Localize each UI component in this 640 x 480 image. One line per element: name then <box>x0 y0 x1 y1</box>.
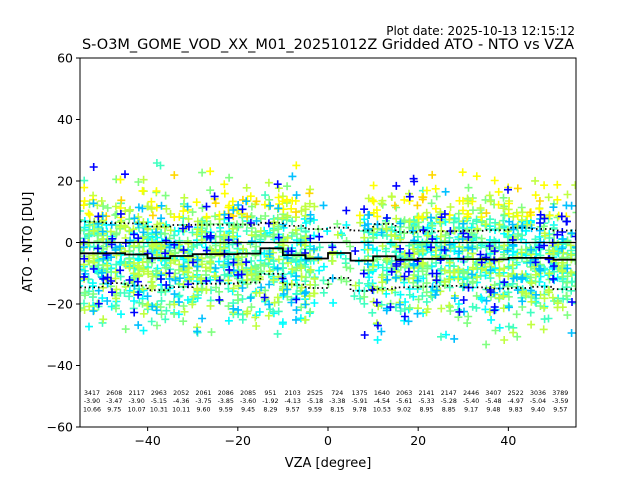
mean-line <box>80 247 576 262</box>
y-tick-label: −40 <box>47 358 73 373</box>
statistics-lines <box>80 220 576 292</box>
y-tick-label: 40 <box>57 112 73 127</box>
bin-n-label: 1375 <box>352 390 368 397</box>
scatter-points <box>80 159 576 349</box>
bin-mean-label: -5.18 <box>307 398 323 405</box>
bin-std-label: 9.75 <box>107 406 121 413</box>
bin-std-label: 9.57 <box>286 406 300 413</box>
bin-mean-label: -3.90 <box>84 398 100 405</box>
scatter-marker-group <box>80 175 576 344</box>
bin-n-label: 2085 <box>240 390 256 397</box>
plot-date: Plot date: 2025-10-13 12:15:12 <box>386 24 575 38</box>
bin-n-label: 2063 <box>396 390 412 397</box>
bin-mean-label: -3.59 <box>552 398 568 405</box>
bin-n-label: 2103 <box>285 390 301 397</box>
bin-statistics-labels: 3417-3.9010.662608-3.479.752117-3.9010.0… <box>83 390 568 413</box>
x-tick-label: −40 <box>134 433 160 448</box>
x-axis: −40 −20 0 20 40 <box>134 427 516 448</box>
y-tick-label: −60 <box>47 420 73 435</box>
bin-mean-label: -3.90 <box>128 398 144 405</box>
chart-title: S-O3M_GOME_VOD_XX_M01_20251012Z Gridded … <box>82 37 574 53</box>
bin-std-label: 9.17 <box>464 406 478 413</box>
bin-mean-label: -4.13 <box>285 398 301 405</box>
scatter-marker-group <box>80 172 576 343</box>
bin-mean-label: -5.48 <box>485 398 501 405</box>
bin-std-label: 9.57 <box>553 406 567 413</box>
bin-n-label: 2522 <box>508 390 524 397</box>
bin-mean-label: -4.97 <box>508 398 524 405</box>
bin-mean-label: -3.38 <box>329 398 345 405</box>
bin-n-label: 724 <box>331 390 343 397</box>
bin-mean-label: -1.92 <box>262 398 278 405</box>
bin-std-label: 8.95 <box>419 406 433 413</box>
bin-n-label: 2086 <box>218 390 234 397</box>
bin-std-label: 8.29 <box>263 406 277 413</box>
bin-std-label: 9.02 <box>397 406 411 413</box>
y-tick-label: 20 <box>57 174 73 189</box>
y-tick-label: 60 <box>57 51 73 66</box>
bin-std-label: 9.59 <box>219 406 233 413</box>
bin-n-label: 2525 <box>307 390 323 397</box>
y-axis-label: ATO - NTO [DU] <box>21 192 36 293</box>
bin-std-label: 8.85 <box>442 406 456 413</box>
x-axis-label: VZA [degree] <box>285 456 372 471</box>
bin-std-label: 10.53 <box>373 406 391 413</box>
bin-n-label: 2446 <box>463 390 479 397</box>
bin-std-label: 9.59 <box>308 406 322 413</box>
bin-mean-label: -3.47 <box>106 398 122 405</box>
bin-mean-label: -5.04 <box>530 398 546 405</box>
bin-n-label: 2608 <box>106 390 122 397</box>
bin-mean-label: -5.40 <box>463 398 479 405</box>
bin-std-label: 9.48 <box>486 406 500 413</box>
bin-mean-label: -5.15 <box>151 398 167 405</box>
bin-mean-label: -4.54 <box>374 398 390 405</box>
bin-mean-label: -5.28 <box>441 398 457 405</box>
bin-mean-label: -3.85 <box>218 398 234 405</box>
bin-std-label: 9.45 <box>241 406 255 413</box>
bin-mean-label: -3.60 <box>240 398 256 405</box>
bin-mean-label: -5.91 <box>351 398 367 405</box>
bin-std-label: 10.11 <box>172 406 190 413</box>
bin-mean-label: -3.75 <box>195 398 211 405</box>
bin-n-label: 3036 <box>530 390 546 397</box>
x-tick-label: 40 <box>500 433 516 448</box>
bin-n-label: 1640 <box>374 390 390 397</box>
bin-n-label: 2147 <box>441 390 457 397</box>
bin-mean-label: -5.33 <box>418 398 434 405</box>
bin-std-label: 9.83 <box>509 406 523 413</box>
bin-std-label: 9.60 <box>196 406 210 413</box>
lower-std-line <box>80 273 576 292</box>
bin-std-label: 9.40 <box>531 406 545 413</box>
bin-std-label: 10.31 <box>150 406 168 413</box>
x-tick-label: 20 <box>410 433 426 448</box>
y-tick-label: 0 <box>65 235 73 250</box>
x-tick-label: −20 <box>225 433 251 448</box>
bin-std-label: 8.15 <box>330 406 344 413</box>
bin-n-label: 2963 <box>151 390 167 397</box>
scatter-marker-group <box>80 163 576 339</box>
bin-n-label: 2141 <box>418 390 434 397</box>
bin-n-label: 2117 <box>129 390 145 397</box>
bin-std-label: 10.66 <box>83 406 101 413</box>
y-tick-label: −20 <box>47 297 73 312</box>
bin-mean-label: -4.36 <box>173 398 189 405</box>
bin-n-label: 951 <box>264 390 276 397</box>
bin-n-label: 2061 <box>195 390 211 397</box>
bin-n-label: 2052 <box>173 390 189 397</box>
bin-mean-label: -5.61 <box>396 398 412 405</box>
bin-std-label: 10.07 <box>128 406 146 413</box>
x-tick-label: 0 <box>324 433 332 448</box>
y-axis: −60 −40 −20 0 20 40 60 <box>47 51 80 435</box>
bin-n-label: 3417 <box>84 390 100 397</box>
bin-n-label: 3789 <box>552 390 568 397</box>
bin-std-label: 9.78 <box>353 406 367 413</box>
bin-n-label: 3407 <box>485 390 501 397</box>
